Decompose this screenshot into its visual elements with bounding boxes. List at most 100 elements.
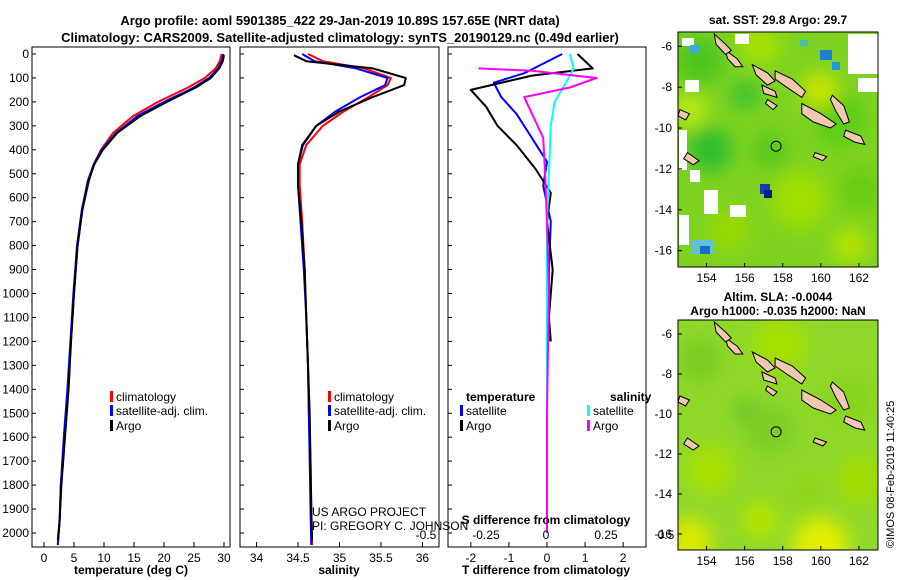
difference-legend: temperature salinity satellite Argo sate… bbox=[460, 390, 652, 433]
depth-tick-label: 2000 bbox=[2, 526, 29, 540]
s-difference-label: S difference from climatology bbox=[462, 513, 631, 527]
x-tick-label: 30 bbox=[217, 551, 231, 565]
lat-tick-label: -8 bbox=[661, 80, 672, 94]
island-shape bbox=[678, 109, 691, 121]
depth-tick-label: 0 bbox=[22, 47, 29, 61]
x-tick-label: 5 bbox=[71, 551, 78, 565]
x-tick-label: 0 bbox=[41, 551, 48, 565]
sla-map-title-2: Argo h1000: -0.035 h2000: NaN bbox=[690, 304, 865, 318]
series-line-climatology bbox=[298, 53, 392, 546]
lon-tick-label: 154 bbox=[697, 554, 717, 568]
island-shape bbox=[829, 381, 851, 411]
sla-field bbox=[678, 320, 878, 550]
island-shape bbox=[683, 437, 700, 451]
legend-header-salinity: salinity bbox=[610, 390, 652, 404]
temperature-xlabel: temperature (deg C) bbox=[74, 563, 188, 577]
sst-field bbox=[678, 32, 878, 263]
legend-header-temperature: temperature bbox=[466, 390, 536, 404]
salinity-legend: climatology satellite-adj. clim. Argo bbox=[328, 390, 426, 433]
x-tick-label: 1 bbox=[582, 551, 589, 565]
legend-marker-climatology bbox=[328, 391, 331, 402]
depth-tick-label: 1700 bbox=[2, 454, 29, 468]
float-position-marker bbox=[770, 140, 782, 152]
depth-tick-label: 500 bbox=[9, 167, 29, 181]
x-tick-label: 35 bbox=[333, 551, 347, 565]
x-tick-label: 20 bbox=[157, 551, 171, 565]
depth-tick-label: 400 bbox=[9, 143, 29, 157]
title-line-2: Climatology: CARS2009. Satellite-adjuste… bbox=[61, 30, 619, 45]
island-shape bbox=[678, 395, 691, 407]
island-shape bbox=[724, 336, 744, 355]
depth-tick-label: 1300 bbox=[2, 358, 29, 372]
depth-tick-label: 900 bbox=[9, 263, 29, 277]
island-shape bbox=[751, 350, 776, 373]
legend-item-argo: Argo bbox=[334, 419, 360, 433]
coastline bbox=[678, 32, 866, 166]
temperature-legend: climatology satellite-adj. clim. Argo bbox=[110, 390, 208, 433]
x-tick-label: 10 bbox=[97, 551, 111, 565]
legend-marker-argo bbox=[110, 420, 113, 431]
credit-line-2: PI: GREGORY C. JOHNSON bbox=[312, 519, 468, 533]
legend-item-climatology: climatology bbox=[116, 390, 176, 404]
island-shape bbox=[713, 320, 733, 343]
t-difference-label: T difference from climatology bbox=[462, 563, 630, 577]
temperature-panel-frame bbox=[31, 46, 231, 548]
island-shape bbox=[683, 151, 700, 166]
legend-marker-temp-argo bbox=[460, 420, 463, 431]
depth-tick-label: 700 bbox=[9, 215, 29, 229]
depth-axis: 0 100 200 300 400 500 600 700 800 900 1000 1100 1200… bbox=[2, 47, 452, 540]
lat-tick-label: -14 bbox=[655, 203, 673, 217]
x-tick-label: 25 bbox=[187, 551, 201, 565]
sst-map-frame bbox=[677, 31, 879, 268]
depth-tick-label: 1600 bbox=[2, 430, 29, 444]
lat-tick-label: -10 bbox=[655, 121, 673, 135]
island-shape bbox=[843, 129, 866, 146]
x-tick-label: 34 bbox=[250, 551, 264, 565]
lat-tick-label: -12 bbox=[655, 162, 673, 176]
sst-pixels bbox=[679, 34, 878, 254]
legend-item-satellite-adj: satellite-adj. clim. bbox=[116, 404, 208, 418]
sst-map: sat. SST: 29.8 Argo: 29.7 154 156 158 160 16… bbox=[655, 13, 879, 285]
island-shape bbox=[774, 357, 807, 385]
watermark: ©IMOS 08-Feb-2019 11:40:25 bbox=[885, 401, 897, 548]
difference-panel: -2 -1 0 1 2 -0.5 -0.25 0 0.25 0.5 temperature sa… bbox=[416, 53, 675, 577]
x-tick-label: 2 bbox=[620, 551, 627, 565]
depth-tick-label: 1200 bbox=[2, 334, 29, 348]
x-tick-label: 34.5 bbox=[286, 551, 310, 565]
depth-tick-label: 100 bbox=[9, 71, 29, 85]
lon-tick-label: 160 bbox=[811, 271, 831, 285]
depth-tick-label: 1400 bbox=[2, 382, 29, 396]
x-tick-label: 36 bbox=[416, 551, 430, 565]
island-shape bbox=[764, 98, 778, 111]
depth-tick-label: 1000 bbox=[2, 287, 29, 301]
lon-tick-label: 160 bbox=[811, 554, 831, 568]
lat-tick-label: -8 bbox=[661, 367, 672, 381]
depth-tick-label: 1800 bbox=[2, 478, 29, 492]
legend-marker-argo bbox=[328, 420, 331, 431]
sla-map-frame bbox=[677, 319, 879, 551]
legend-item-sal-argo: Argo bbox=[593, 419, 619, 433]
lat-tick-label: -6 bbox=[661, 39, 672, 53]
legend-marker-satellite-adj bbox=[328, 405, 331, 416]
lat-tick-label: -16 bbox=[655, 244, 673, 258]
lon-tick-label: 162 bbox=[849, 554, 869, 568]
legend-marker-temp-satellite bbox=[460, 405, 463, 416]
lat-tick-label: -12 bbox=[655, 447, 673, 461]
lon-tick-label: 158 bbox=[773, 271, 793, 285]
island-shape bbox=[724, 49, 744, 68]
series-line-climatology bbox=[56, 53, 223, 546]
sla-map: Altim. SLA: -0.0044 Argo h1000: -0.035 h… bbox=[655, 290, 879, 568]
series-line-argo bbox=[56, 55, 225, 541]
s-tick-label: 0 bbox=[543, 528, 550, 542]
island-shape bbox=[761, 84, 778, 99]
lon-tick-label: 156 bbox=[735, 271, 755, 285]
legend-item-sal-satellite: satellite bbox=[593, 404, 634, 418]
temperature-panel: 0 5 10 15 20 25 30 climatology satellite-adj. … bbox=[41, 53, 231, 577]
x-tick-label: 15 bbox=[127, 551, 141, 565]
legend-item-temp-satellite: satellite bbox=[466, 404, 507, 418]
legend-marker-sal-satellite bbox=[587, 405, 590, 416]
island-shape bbox=[713, 32, 733, 56]
x-tick-label: 0 bbox=[544, 551, 551, 565]
s-tick-label: -0.25 bbox=[472, 528, 500, 542]
